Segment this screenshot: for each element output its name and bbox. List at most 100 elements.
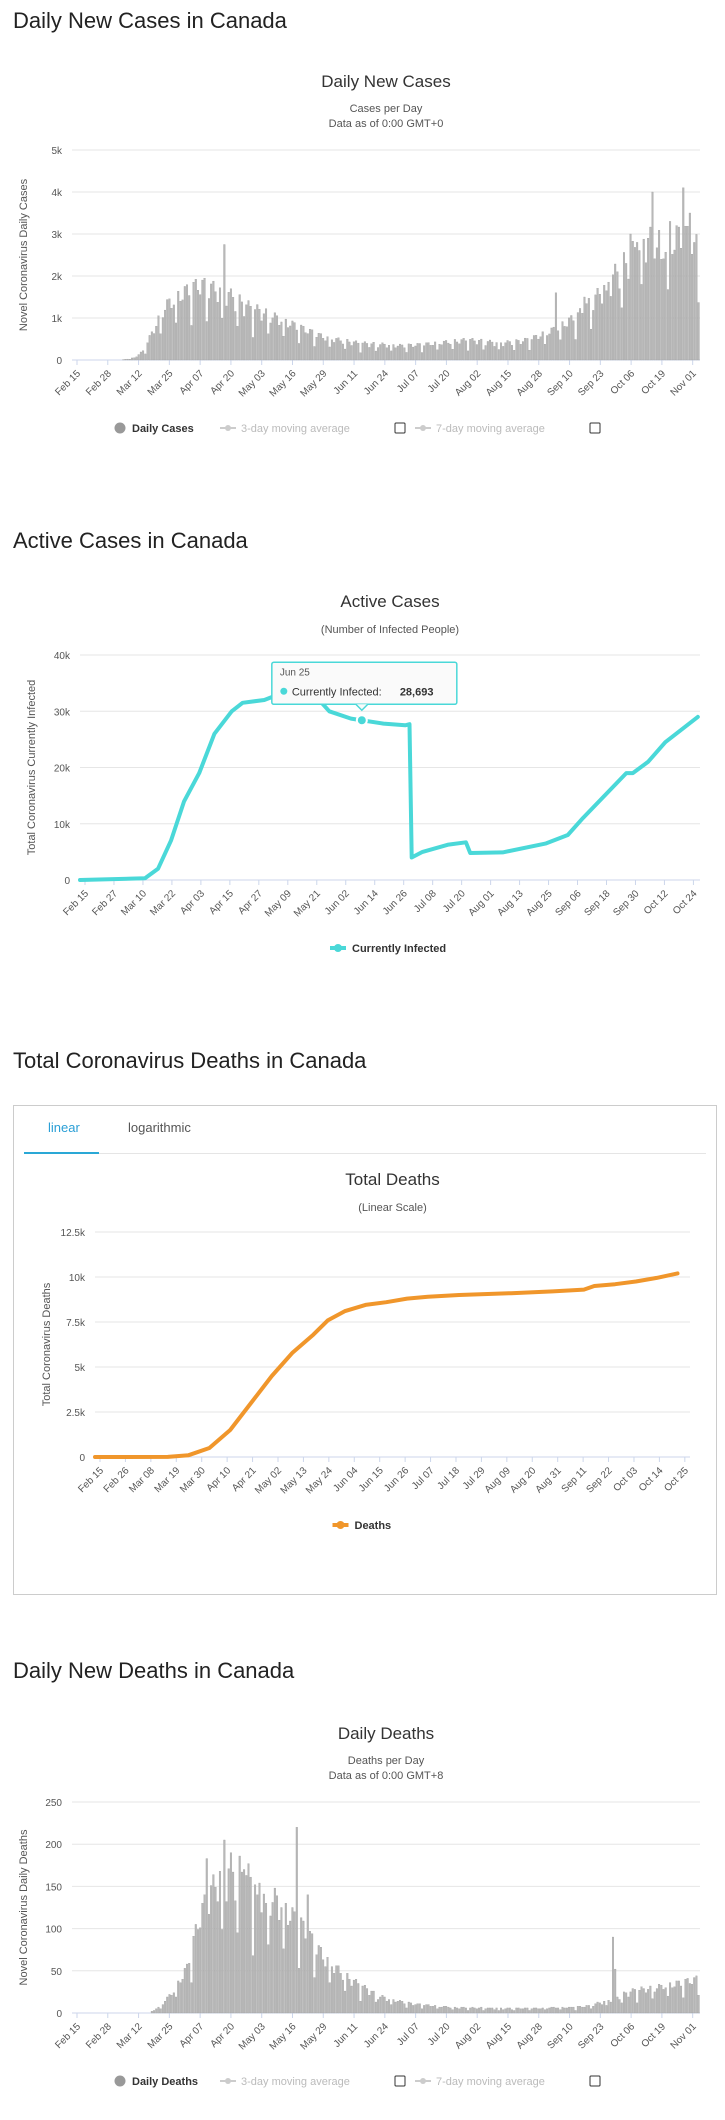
bar bbox=[427, 342, 430, 361]
bar bbox=[388, 345, 390, 361]
bar bbox=[614, 263, 617, 361]
bar bbox=[172, 304, 175, 361]
bar bbox=[245, 1875, 248, 2014]
x-tick-label: Jul 07 bbox=[395, 2021, 422, 2048]
bar bbox=[627, 278, 630, 361]
bar bbox=[693, 1977, 696, 2014]
bar bbox=[328, 1982, 331, 2014]
bar bbox=[605, 290, 608, 361]
bar bbox=[486, 341, 489, 361]
bar bbox=[649, 226, 652, 361]
x-tick-label: Apr 27 bbox=[236, 888, 265, 917]
bar bbox=[434, 2005, 437, 2014]
bar bbox=[238, 1855, 241, 2014]
section-title-total-deaths: Total Coronavirus Deaths in Canada bbox=[13, 1048, 367, 1073]
bar bbox=[159, 2008, 162, 2014]
bar bbox=[350, 345, 353, 361]
x-tick-label: Aug 25 bbox=[524, 888, 554, 918]
bar bbox=[317, 333, 320, 361]
series-line bbox=[78, 689, 700, 882]
bar bbox=[662, 1989, 665, 2014]
legend-marker-3day bbox=[225, 2078, 231, 2084]
x-tick-label: Aug 20 bbox=[508, 1465, 538, 1495]
bar bbox=[203, 1894, 206, 2014]
bar bbox=[344, 1990, 347, 2014]
bar bbox=[227, 292, 230, 361]
tab-logarithmic[interactable]: logarithmic bbox=[128, 1120, 191, 1135]
y-tick-label: 250 bbox=[45, 1798, 62, 1809]
bar bbox=[201, 279, 204, 361]
bar bbox=[326, 336, 329, 361]
bar bbox=[557, 330, 560, 361]
x-tick-label: Apr 07 bbox=[178, 2021, 207, 2050]
chart-title: Active Cases bbox=[340, 592, 439, 611]
bar bbox=[552, 326, 555, 361]
bar bbox=[254, 1884, 257, 2014]
bar bbox=[427, 2004, 430, 2014]
x-tick-label: Aug 02 bbox=[453, 368, 483, 398]
bar bbox=[550, 2006, 553, 2014]
total-deaths-chart: Total Deaths (Linear Scale) 0 2.5k 5k 7.5k 10k… bbox=[41, 1170, 691, 1532]
bar bbox=[647, 238, 650, 361]
section-title-daily-cases: Daily New Cases in Canada bbox=[13, 8, 287, 33]
bar bbox=[601, 303, 603, 361]
bar bbox=[243, 316, 246, 361]
x-tick-label: Feb 15 bbox=[53, 2021, 83, 2051]
bar bbox=[177, 1980, 180, 2014]
bar bbox=[631, 1988, 634, 2014]
bar bbox=[688, 1983, 691, 2014]
bar bbox=[304, 332, 307, 361]
bar bbox=[616, 1996, 619, 2014]
bar bbox=[618, 288, 621, 361]
tab-linear[interactable]: linear bbox=[48, 1120, 80, 1135]
bar bbox=[660, 1984, 663, 2014]
bar bbox=[372, 1990, 375, 2014]
bar bbox=[183, 1968, 186, 2014]
x-tick-label: Nov 01 bbox=[669, 368, 699, 398]
bar bbox=[150, 2011, 153, 2014]
legend-label-3day: 3-day moving average bbox=[241, 2076, 350, 2088]
bar bbox=[554, 2007, 557, 2014]
bar bbox=[218, 287, 221, 361]
bar bbox=[660, 259, 663, 361]
bar bbox=[532, 2007, 535, 2014]
bar bbox=[603, 285, 606, 361]
bar bbox=[269, 322, 272, 361]
bar bbox=[530, 2008, 533, 2014]
bar bbox=[269, 1915, 272, 2014]
bar bbox=[293, 1911, 296, 2014]
bar bbox=[126, 358, 129, 361]
bar bbox=[655, 247, 658, 361]
x-tick-label: May 29 bbox=[298, 2021, 329, 2052]
bar bbox=[669, 1982, 672, 2014]
bar bbox=[175, 1996, 177, 2014]
bar bbox=[124, 359, 127, 361]
bar bbox=[172, 1992, 175, 2014]
y-axis-title: Novel Coronavirus Daily Deaths bbox=[18, 1829, 30, 1985]
bar bbox=[423, 345, 426, 361]
bar bbox=[260, 1912, 263, 2014]
bar bbox=[256, 1894, 259, 2014]
bar bbox=[161, 2004, 164, 2014]
bar bbox=[431, 2006, 434, 2014]
bar bbox=[262, 313, 265, 361]
bar bbox=[308, 328, 311, 361]
x-tick-label: Oct 03 bbox=[611, 1465, 640, 1494]
x-tick-label: Jun 24 bbox=[362, 368, 391, 397]
bar bbox=[418, 2003, 421, 2014]
bar bbox=[423, 2005, 426, 2014]
bar bbox=[517, 340, 520, 361]
bar bbox=[585, 2005, 588, 2014]
bar bbox=[482, 349, 485, 361]
x-tick-label: May 29 bbox=[298, 368, 329, 399]
x-tick-label: May 02 bbox=[253, 1465, 284, 1496]
y-tick-label: 50 bbox=[51, 1967, 63, 1978]
bar bbox=[192, 1936, 195, 2014]
bar bbox=[225, 305, 228, 361]
bar bbox=[475, 344, 478, 361]
bar bbox=[197, 290, 199, 361]
bar bbox=[330, 339, 333, 361]
bar bbox=[199, 1927, 202, 2014]
chart-subtitle: (Linear Scale) bbox=[358, 1202, 426, 1214]
bar bbox=[495, 2007, 498, 2014]
